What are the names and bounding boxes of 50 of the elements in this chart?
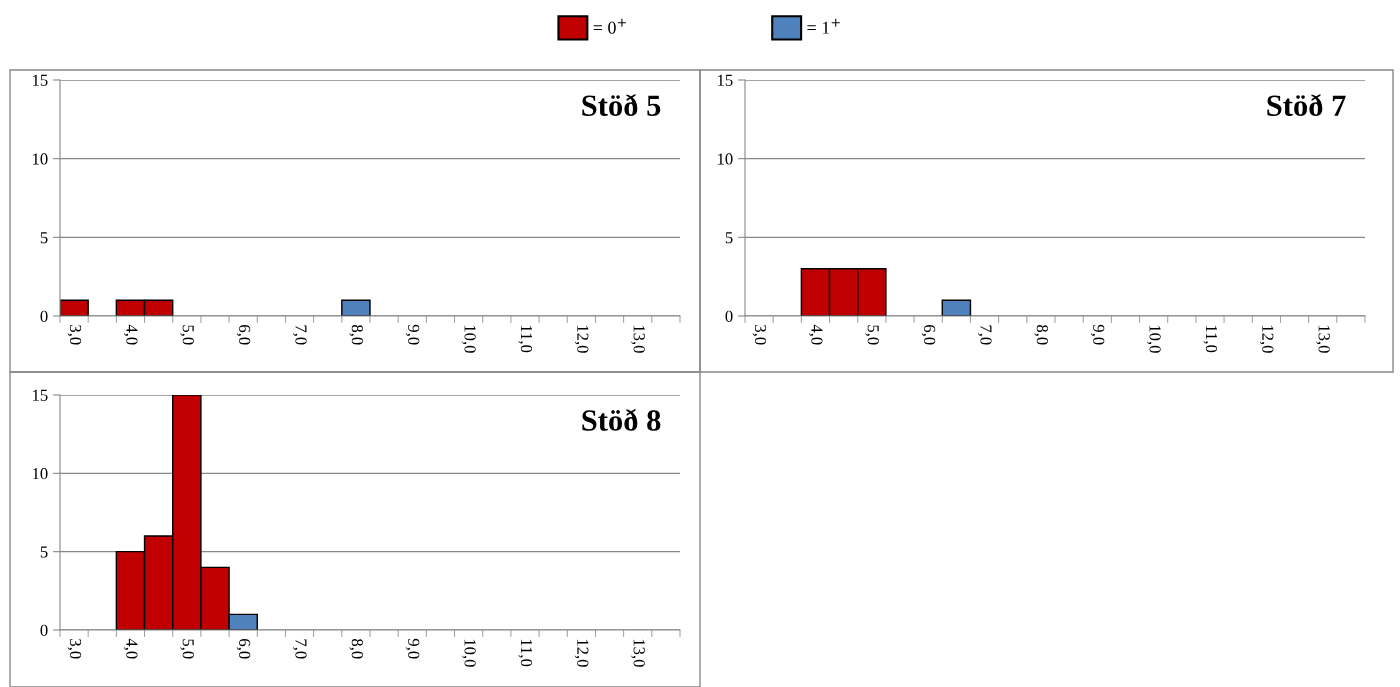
y-tick-label: 10 [717,153,733,165]
x-tick-label: 8,0 [349,324,363,345]
x-tick-label: 10,0 [462,325,476,353]
x-tick-label: 13,0 [631,639,645,667]
x-tick-label: 5,0 [180,325,194,345]
x-tick-label: 3,0 [67,639,82,659]
x-tick-label: 11,0 [518,325,533,353]
x-tick-label: 3,0 [752,325,767,345]
x-tick-label: 12,0 [574,325,589,353]
y-tick-label: 0 [40,624,48,636]
chart-title: Stöð 7 [1267,93,1346,116]
x-tick-label: 3,0 [67,325,82,345]
y-tick-label: 15 [717,74,733,86]
x-tick-label: 12,0 [574,639,589,667]
x-tick-label: 4,0 [123,638,138,659]
x-tick-label: 6,0 [236,325,251,345]
x-tick-label: 13,0 [631,325,645,353]
x-tick-label: 5,0 [180,639,194,659]
x-tick-label: 8,0 [349,638,363,659]
x-tick-label: 10,0 [1147,325,1161,353]
x-tick-label: 9,0 [405,638,420,659]
x-tick-label: 10,0 [462,639,476,667]
x-tick-label: 7,0 [292,325,307,345]
x-tick-label: 8,0 [1034,324,1048,345]
x-tick-label: 4,0 [808,324,823,345]
chart-title: Stöð 8 [582,408,661,431]
y-tick-label: 10 [32,468,48,480]
x-tick-label: 11,0 [1203,325,1218,353]
x-tick-label: 7,0 [292,639,307,659]
x-tick-label: 12,0 [1259,325,1274,353]
x-tick-label: 4,0 [123,324,138,345]
y-tick-label: 5 [40,546,48,558]
chart-title: Stöð 5 [582,93,661,116]
x-tick-label: 9,0 [1090,324,1105,345]
x-tick-label: 5,0 [865,325,879,345]
x-tick-label: 13,0 [1316,325,1330,353]
y-tick-label: 15 [32,389,48,401]
x-tick-label: 11,0 [518,639,533,667]
x-tick-label: 6,0 [921,325,936,345]
y-tick-label: 5 [725,232,733,244]
y-tick-label: 15 [32,74,48,86]
y-tick-label: 10 [32,153,48,165]
x-tick-label: 9,0 [405,324,420,345]
x-tick-label: 7,0 [977,325,992,345]
y-tick-label: 0 [40,310,48,322]
x-tick-label: 6,0 [236,639,251,659]
y-tick-label: 0 [725,310,733,322]
y-tick-label: 5 [40,232,48,244]
legend-label: = 0$^{+}$ [593,18,626,34]
legend-label: = 1$^{+}$ [807,18,840,34]
